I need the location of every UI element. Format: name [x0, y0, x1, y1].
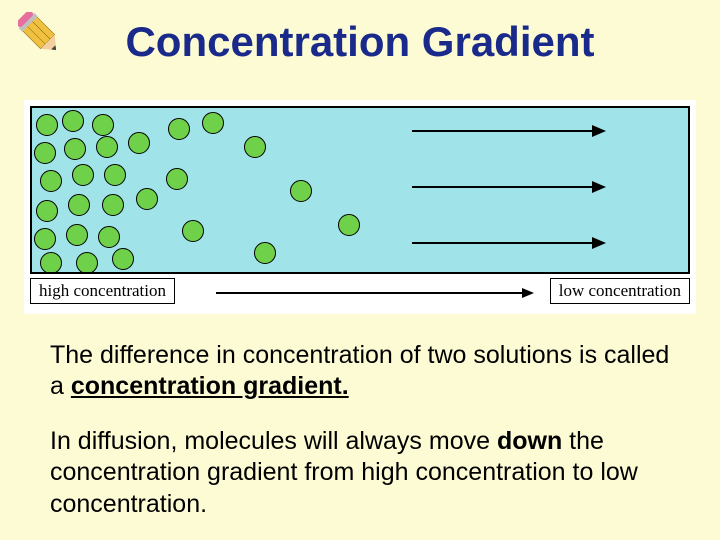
- flow-arrowhead: [592, 181, 606, 193]
- particle: [290, 180, 312, 202]
- particle: [34, 142, 56, 164]
- gradient-diagram: [30, 106, 690, 274]
- diagram-container: high concentration low concentration: [24, 100, 696, 314]
- page-title: Concentration Gradient: [0, 18, 720, 66]
- particle: [166, 168, 188, 190]
- diffusion-text-1: In diffusion, molecules will always move: [50, 427, 497, 455]
- particle: [168, 118, 190, 140]
- particle: [36, 200, 58, 222]
- flow-arrow: [412, 186, 592, 188]
- particle: [136, 188, 158, 210]
- particle: [34, 228, 56, 250]
- particle: [112, 248, 134, 270]
- flow-arrowhead: [592, 237, 606, 249]
- definition-term: concentration gradient.: [71, 372, 349, 400]
- particle: [182, 220, 204, 242]
- particle: [254, 242, 276, 264]
- flow-arrowhead: [592, 125, 606, 137]
- gradient-direction-arrowhead: [522, 288, 534, 298]
- particle: [98, 226, 120, 248]
- label-row: high concentration low concentration: [30, 278, 690, 310]
- particle: [66, 224, 88, 246]
- definition-paragraph: The difference in concentration of two s…: [50, 340, 670, 403]
- flow-arrow: [412, 242, 592, 244]
- particle: [40, 170, 62, 192]
- particle: [128, 132, 150, 154]
- diffusion-bold-down: down: [497, 427, 562, 455]
- particle: [40, 252, 62, 274]
- particle: [64, 138, 86, 160]
- diffusion-paragraph: In diffusion, molecules will always move…: [50, 426, 670, 520]
- particle: [68, 194, 90, 216]
- flow-arrow: [412, 130, 592, 132]
- particle: [72, 164, 94, 186]
- particle: [36, 114, 58, 136]
- particle: [92, 114, 114, 136]
- particle: [338, 214, 360, 236]
- particle: [104, 164, 126, 186]
- high-concentration-label: high concentration: [30, 278, 175, 304]
- low-concentration-label: low concentration: [550, 278, 690, 304]
- particle: [96, 136, 118, 158]
- particle: [202, 112, 224, 134]
- particle: [102, 194, 124, 216]
- particle: [76, 252, 98, 274]
- particle: [244, 136, 266, 158]
- gradient-direction-arrow: [216, 292, 522, 294]
- particle: [62, 110, 84, 132]
